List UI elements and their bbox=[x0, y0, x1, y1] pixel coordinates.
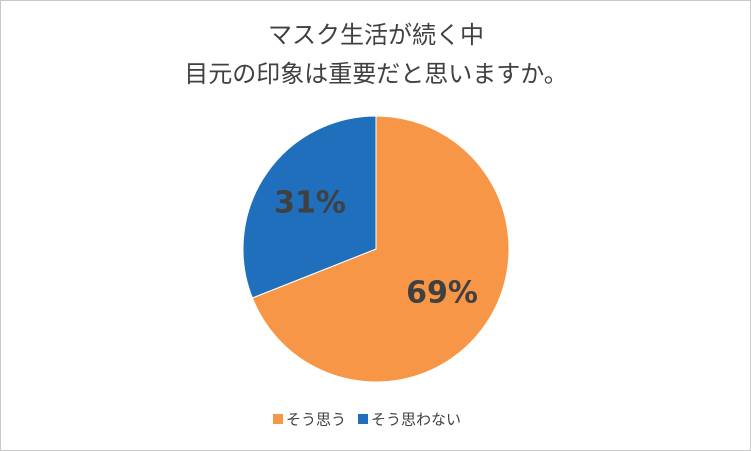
data-label: 69% bbox=[406, 275, 478, 310]
pie-slice bbox=[242, 115, 377, 299]
chart-title: 目元の印象は重要だと思いますか。 bbox=[184, 60, 568, 88]
chart-title: マスク生活が続く中 bbox=[268, 21, 484, 49]
data-label: 31% bbox=[274, 186, 346, 221]
legend-label: そう思う bbox=[286, 411, 346, 429]
pie-slice bbox=[251, 115, 510, 383]
legend-swatch bbox=[273, 414, 283, 424]
legend-swatch bbox=[358, 414, 369, 424]
legend-label: そう思わない bbox=[371, 411, 461, 429]
